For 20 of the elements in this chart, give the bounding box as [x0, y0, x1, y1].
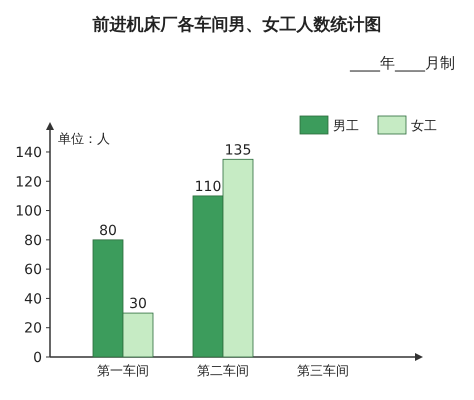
- y-tick-label: 40: [24, 291, 42, 308]
- data-label: 30: [129, 296, 147, 312]
- data-label: 110: [194, 178, 222, 195]
- y-tick-label: 60: [24, 262, 42, 278]
- x-tick-label: 第二车间: [197, 364, 249, 379]
- y-tick-label: 20: [24, 320, 42, 337]
- x-tick-label: 第一车间: [97, 364, 149, 379]
- x-tick-label: 第三车间: [297, 364, 349, 379]
- y-axis-title: 单位：人: [58, 132, 110, 147]
- legend-label: 女工: [411, 119, 437, 134]
- y-tick-label: 120: [15, 174, 42, 190]
- chart-title: 前进机床厂各车间男、女工人数统计图: [92, 15, 382, 35]
- y-tick-label: 100: [15, 204, 42, 220]
- y-tick-label: 80: [24, 232, 42, 249]
- data-label: 135: [224, 142, 252, 158]
- legend-label: 男工: [333, 119, 359, 134]
- data-label: 80: [99, 222, 117, 239]
- y-tick-label: 140: [15, 144, 42, 161]
- y-tick-label: 0: [33, 350, 42, 366]
- chart-subtitle: ____年____月制: [349, 54, 455, 72]
